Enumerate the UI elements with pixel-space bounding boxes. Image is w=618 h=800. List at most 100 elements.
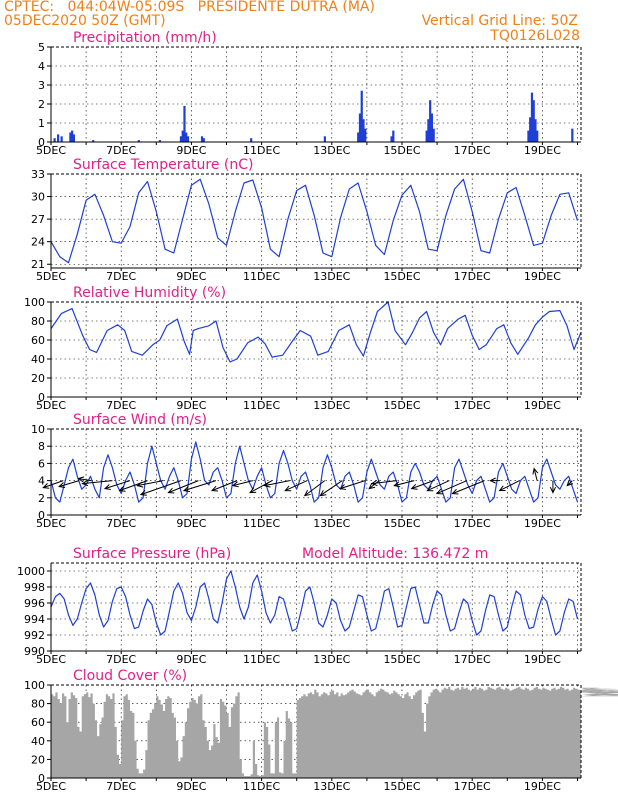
temperature-xtick-label: 11DEC xyxy=(243,270,280,283)
temperature-xtick-label: 17DEC xyxy=(454,270,491,283)
temperature-ytick-label: 24 xyxy=(31,236,45,249)
wind-arrow xyxy=(499,480,520,492)
wind-arrow xyxy=(304,480,326,497)
precipitation-xtick-label: 9DEC xyxy=(176,144,206,157)
pressure-ytick-label: 990 xyxy=(24,645,45,658)
cloud-xtick-label: 11DEC xyxy=(243,780,280,793)
temperature-xtick-label: 13DEC xyxy=(313,270,350,283)
wind-arrow xyxy=(232,480,253,487)
precip-bar xyxy=(250,138,253,142)
precipitation-xtick-label: 17DEC xyxy=(454,144,491,157)
precip-bar xyxy=(158,140,162,142)
wind-arrow xyxy=(58,480,80,488)
precip-bar xyxy=(362,119,365,142)
precip-bar xyxy=(323,136,326,142)
pressure-xtick-label: 19DEC xyxy=(524,653,561,666)
precip-bar xyxy=(425,130,428,142)
humidity-xtick-label: 9DEC xyxy=(176,399,206,412)
wind-arrow-head xyxy=(118,485,126,492)
wind-arrow-head xyxy=(303,490,311,497)
precip-bar xyxy=(432,128,435,142)
wind-arrow-head xyxy=(370,479,378,487)
precip-bar xyxy=(186,136,190,142)
wind-arrow-head xyxy=(182,486,190,492)
cloud-ytick-label: 80 xyxy=(31,698,45,711)
temperature-xtick-label: 5DEC xyxy=(36,270,66,283)
pressure-xtick-label: 5DEC xyxy=(36,653,66,666)
pressure-ytick-label: 996 xyxy=(24,597,45,610)
header-date: 05DEC2020 50Z (GMT) xyxy=(4,13,166,29)
precipitation-ytick-label: 4 xyxy=(38,60,45,73)
cloud-xtick-label: 7DEC xyxy=(106,780,136,793)
wind-arrow xyxy=(285,480,308,492)
wind-line xyxy=(50,441,579,503)
precipitation-ytick-label: 3 xyxy=(38,79,45,92)
precip-bar xyxy=(536,130,539,142)
wind-arrow-head xyxy=(284,485,292,492)
cloud-ytick-label: 40 xyxy=(31,735,45,748)
wind-ytick-label: 6 xyxy=(38,457,45,470)
precip-bar xyxy=(92,140,95,142)
wind-ytick-label: 0 xyxy=(38,509,45,522)
wind-xtick-label: 11DEC xyxy=(243,517,280,530)
header-line1: CPTEC: 044:04W-05:09S PRESIDENTE DUTRA (… xyxy=(4,0,375,15)
wind-arrow-head xyxy=(139,489,147,496)
humidity-ytick-label: 0 xyxy=(38,391,45,404)
wind-ytick-label: 8 xyxy=(38,440,45,453)
wind-xtick-label: 9DEC xyxy=(176,517,206,530)
precip-bar xyxy=(360,90,363,142)
wind-arrow xyxy=(452,480,485,495)
precip-bar xyxy=(179,136,183,142)
cloud-xtick-label: 15DEC xyxy=(383,780,420,793)
precip-bar xyxy=(530,92,534,142)
wind-arrow-head xyxy=(136,481,144,488)
precipitation-title: Precipitation (mm/h) xyxy=(73,30,217,46)
precipitation-ytick-label: 5 xyxy=(38,41,45,54)
precip-bar xyxy=(202,138,205,142)
humidity-xtick-label: 5DEC xyxy=(36,399,66,412)
wind-arrow xyxy=(411,480,434,490)
wind-arrow-head xyxy=(451,488,459,495)
precip-bar xyxy=(430,113,434,142)
pressure-xtick-label: 13DEC xyxy=(313,653,350,666)
wind-arrow xyxy=(82,480,113,485)
humidity-title: Relative Humidity (%) xyxy=(73,285,226,301)
precip-bar xyxy=(60,136,63,142)
wind-arrow-head xyxy=(339,484,347,490)
precip-bar xyxy=(71,130,74,142)
cloud-xtick-label: 17DEC xyxy=(454,780,491,793)
cloud-xtick-label: 13DEC xyxy=(313,780,350,793)
precipitation-xtick-label: 11DEC xyxy=(243,144,280,157)
wind-xtick-label: 5DEC xyxy=(36,517,66,530)
pressure-xtick-label: 7DEC xyxy=(106,653,136,666)
wind-arrow-head xyxy=(210,485,219,492)
precip-bar xyxy=(181,130,184,142)
wind-arrow xyxy=(119,480,148,492)
wind-arrow-head xyxy=(57,482,66,489)
precip-bar xyxy=(427,119,430,142)
wind-arrow xyxy=(43,480,64,489)
temperature-ytick-label: 33 xyxy=(31,168,45,181)
wind-arrow xyxy=(264,480,290,487)
wind-arrow xyxy=(394,480,415,487)
wind-arrow xyxy=(137,480,164,487)
wind-xtick-label: 15DEC xyxy=(383,517,420,530)
precip-bar xyxy=(69,132,72,142)
wind-arrow xyxy=(183,480,217,492)
precip-bar xyxy=(183,105,186,142)
cloud-ytick-label: 100 xyxy=(24,679,45,692)
wind-arrow-head xyxy=(566,479,574,487)
wind-arrow-head xyxy=(42,482,50,489)
cloud-xtick-label: 5DEC xyxy=(36,780,66,793)
pressure-title: Surface Pressure (hPa) xyxy=(73,546,231,562)
precip-bar xyxy=(364,128,367,142)
precipitation-ytick-label: 1 xyxy=(38,117,45,130)
cloud-title: Cloud Cover (%) xyxy=(73,668,187,684)
temperature-ytick-label: 21 xyxy=(31,258,45,271)
wind-arrow xyxy=(436,480,468,495)
wind-arrow-head xyxy=(426,485,434,492)
precipitation-ytick-label: 2 xyxy=(38,98,45,111)
wind-arrow-head xyxy=(410,483,418,490)
wind-arrow-head xyxy=(489,477,496,484)
